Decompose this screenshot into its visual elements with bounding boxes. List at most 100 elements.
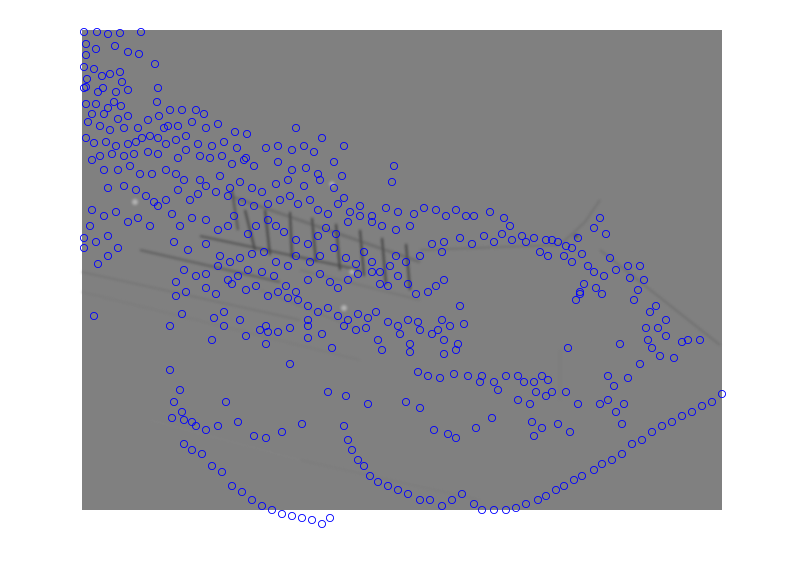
marker-point <box>287 145 297 155</box>
marker-point <box>173 185 183 195</box>
marker-point <box>267 505 277 515</box>
marker-point <box>273 287 283 297</box>
marker-point <box>501 505 511 515</box>
marker-point <box>257 501 267 511</box>
marker-point <box>91 99 101 109</box>
marker-point <box>227 481 237 491</box>
marker-point <box>161 195 171 205</box>
marker-point <box>273 157 283 167</box>
marker-point <box>173 153 183 163</box>
marker-point <box>93 87 103 97</box>
marker-point <box>315 175 325 185</box>
marker-point <box>89 138 99 148</box>
marker-point <box>257 267 267 277</box>
marker-point <box>95 121 105 131</box>
marker-point <box>343 217 353 227</box>
marker-point <box>305 257 315 267</box>
marker-point <box>597 289 607 299</box>
marker-point <box>169 237 179 247</box>
marker-point <box>537 371 547 381</box>
marker-point <box>233 271 243 281</box>
marker-point <box>351 325 361 335</box>
marker-point <box>339 321 349 331</box>
marker-point <box>91 237 101 247</box>
marker-point <box>235 177 245 187</box>
marker-point <box>201 181 211 191</box>
marker-point <box>179 265 189 275</box>
marker-point <box>239 155 249 165</box>
marker-point <box>291 123 301 133</box>
marker-point <box>513 395 523 405</box>
marker-point <box>373 477 383 487</box>
marker-point <box>201 123 211 133</box>
marker-point <box>427 239 437 249</box>
marker-point <box>451 205 461 215</box>
marker-point <box>359 247 369 257</box>
marker-point <box>471 423 481 433</box>
marker-point <box>223 191 233 201</box>
marker-point <box>475 377 485 387</box>
marker-point <box>393 271 403 281</box>
marker-point <box>105 69 115 79</box>
marker-point <box>229 211 239 221</box>
marker-point <box>353 309 363 319</box>
marker-point <box>89 311 99 321</box>
marker-point <box>134 49 144 59</box>
marker-point <box>533 495 543 505</box>
marker-point <box>187 213 197 223</box>
marker-point <box>535 247 545 257</box>
marker-point <box>179 415 189 425</box>
marker-point <box>489 505 499 515</box>
marker-point <box>249 161 259 171</box>
marker-point <box>271 257 281 267</box>
marker-point <box>117 77 127 87</box>
marker-point <box>457 489 467 499</box>
marker-point <box>647 343 657 353</box>
marker-point <box>445 321 455 331</box>
marker-point <box>333 199 343 209</box>
marker-point <box>99 165 109 175</box>
marker-point <box>595 213 605 223</box>
marker-point <box>113 114 123 124</box>
marker-point <box>639 275 649 285</box>
marker-point <box>651 301 661 311</box>
marker-point <box>197 449 207 459</box>
marker-point <box>82 74 92 84</box>
marker-point <box>443 429 453 439</box>
marker-point <box>489 237 499 247</box>
marker-point <box>479 231 489 241</box>
marker-point <box>115 28 125 38</box>
marker-point <box>521 499 531 509</box>
marker-point <box>303 301 313 311</box>
marker-point <box>242 129 252 139</box>
marker-point <box>161 139 171 149</box>
marker-point <box>111 87 121 97</box>
marker-point <box>213 119 223 129</box>
marker-point <box>163 121 173 131</box>
marker-point <box>251 221 261 231</box>
marker-point <box>367 217 377 227</box>
marker-point <box>567 243 577 253</box>
marker-point <box>413 367 423 377</box>
marker-point <box>657 421 667 431</box>
marker-point <box>179 175 189 185</box>
marker-point <box>497 229 507 239</box>
marker-point <box>257 187 267 197</box>
marker-point <box>627 439 637 449</box>
marker-point <box>167 209 177 219</box>
marker-point <box>543 375 553 385</box>
marker-point <box>217 151 227 161</box>
marker-point <box>103 251 113 261</box>
marker-point <box>283 175 293 185</box>
marker-point <box>431 281 441 291</box>
marker-point <box>293 199 303 209</box>
marker-point <box>153 133 163 143</box>
marker-point <box>529 233 539 243</box>
marker-point <box>343 315 353 325</box>
marker-point <box>561 241 571 251</box>
marker-point <box>169 397 179 407</box>
marker-point <box>219 321 229 331</box>
marker-point <box>519 377 529 387</box>
marker-point <box>293 295 303 305</box>
marker-point <box>315 269 325 279</box>
